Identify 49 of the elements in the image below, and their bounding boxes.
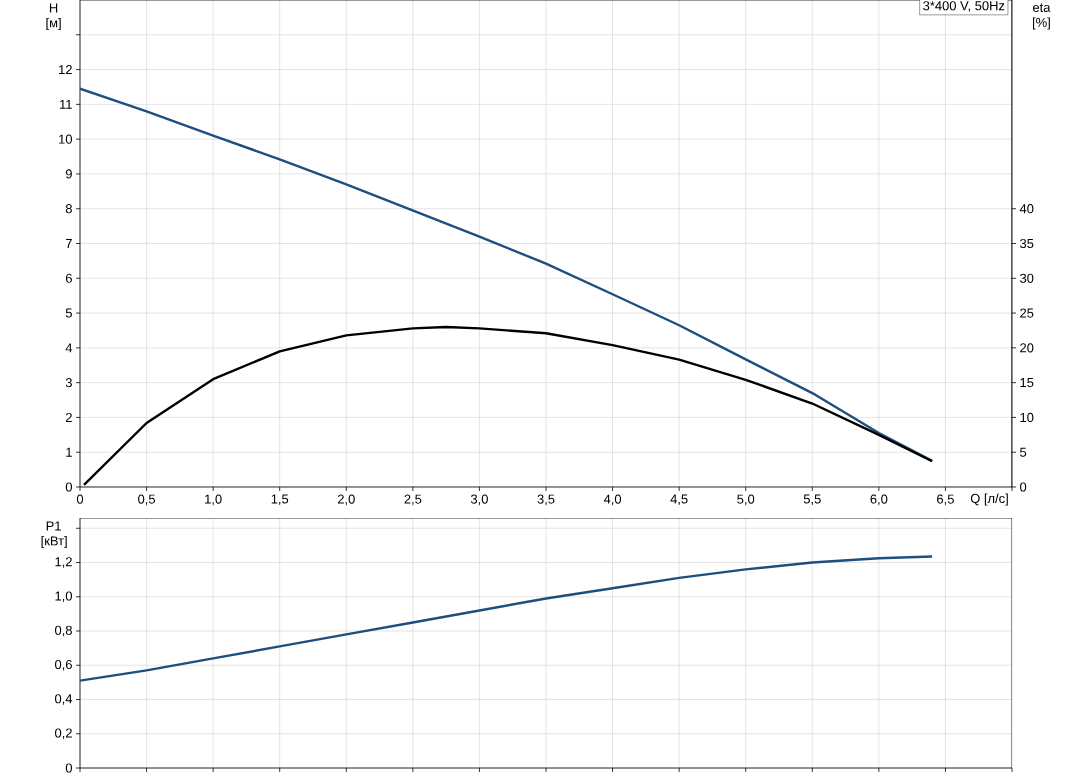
y-tick-label: 0 <box>65 763 72 773</box>
y-tick-label: 8 <box>65 204 72 214</box>
y-axis-title: P1 [кВт] <box>41 521 67 549</box>
y-axis-title: H [м] <box>46 3 61 31</box>
y2-axis-title: eta [%] <box>1032 3 1051 30</box>
y2-tick-label: 30 <box>1020 273 1034 283</box>
x-tick-label: 0,5 <box>138 494 156 506</box>
x-tick-label: 5,5 <box>803 494 821 506</box>
y2-tick-label: 35 <box>1020 238 1034 249</box>
x-tick-label: 2,0 <box>337 494 355 506</box>
x-tick-label: 0 <box>76 494 84 504</box>
y-tick-label: 0,8 <box>54 625 72 637</box>
x-tick-label: 2,5 <box>404 494 422 506</box>
y2-tick-label: 15 <box>1020 378 1034 388</box>
y2-tick-label: 40 <box>1019 204 1034 214</box>
chart-title: 3*400 V, 50Hz <box>923 1 1005 12</box>
x-tick-label: 3,5 <box>537 494 555 506</box>
y2-tick-label: 0 <box>1020 482 1027 492</box>
x-tick-label: 3,0 <box>470 494 488 506</box>
y-tick-label: 1 <box>66 447 72 457</box>
y2-tick-label: 5 <box>1020 447 1027 457</box>
y-tick-label: 0,4 <box>54 694 73 705</box>
line-series <box>80 555 934 682</box>
y-tick-label: 1,2 <box>55 557 72 568</box>
y-tick-label: 11 <box>60 99 72 109</box>
y-tick-label: 2 <box>65 412 72 422</box>
y-tick-label: 4 <box>65 343 73 353</box>
y2-tick-label: 10 <box>1020 412 1034 423</box>
x-tick-label: 4,5 <box>670 494 688 506</box>
x-tick-label: 5,0 <box>737 494 755 506</box>
x-tick-label: 6,5 <box>937 494 954 506</box>
y-tick-label: 0 <box>65 482 72 492</box>
y-tick-label: 0,6 <box>54 659 72 671</box>
y-tick-label: 3 <box>65 378 72 388</box>
y2-tick-label: 20 <box>1020 343 1034 353</box>
y-tick-label: 10 <box>59 134 72 144</box>
x-tick-label: 6,0 <box>870 494 888 506</box>
x-axis-title: Q [л/с] <box>970 493 1008 506</box>
y-tick-label: 12 <box>59 65 72 75</box>
y-tick-label: 1,0 <box>55 591 72 603</box>
y-tick-label: 9 <box>65 169 72 179</box>
y-tick-label: 6 <box>65 273 72 283</box>
x-tick-label: 1,5 <box>271 494 289 506</box>
y2-tick-label: 25 <box>1020 308 1034 318</box>
y-tick-label: 0,2 <box>54 728 72 740</box>
x-tick-label: 4,0 <box>603 494 622 506</box>
x-tick-label: 1,0 <box>205 494 222 506</box>
y-tick-label: 7 <box>65 239 72 248</box>
y-tick-label: 5 <box>65 308 72 318</box>
